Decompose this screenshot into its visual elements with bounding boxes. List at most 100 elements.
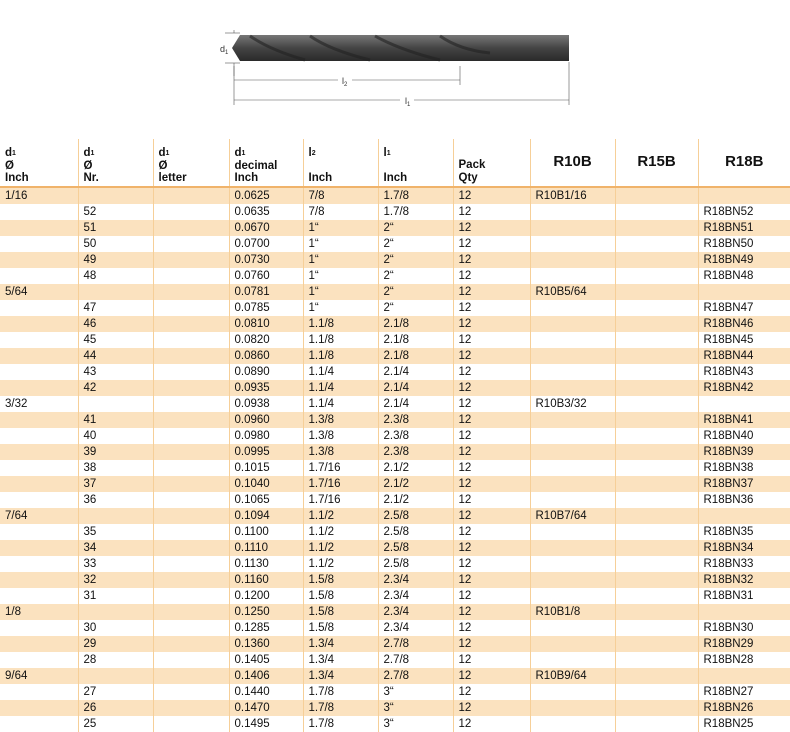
table-cell (529, 684, 615, 700)
table-cell: 1.1/2 (302, 540, 378, 556)
table-cell: 12 (452, 284, 530, 300)
table-row: 7/64 0.1094 1.1/2 2.5/8 12 R10B7/64 (0, 508, 790, 524)
table-cell (152, 204, 229, 220)
table-cell: 28 (77, 652, 153, 668)
table-cell (152, 428, 229, 444)
table-cell: 32 (77, 572, 153, 588)
table-cell: 1.3/8 (302, 428, 378, 444)
table-cell: 12 (452, 588, 530, 604)
table-cell: 0.1200 (228, 588, 303, 604)
column-header: R15B (614, 139, 698, 188)
table-cell: 1.3/4 (302, 652, 378, 668)
table-cell (529, 268, 615, 284)
table-cell (529, 300, 615, 316)
table-cell: 0.1495 (228, 716, 303, 732)
table-cell (614, 556, 698, 572)
table-cell (77, 508, 153, 524)
table-cell (0, 316, 78, 332)
table-cell (697, 508, 790, 524)
table-cell: 5/64 (5, 286, 28, 298)
column-header: R18B (697, 139, 790, 188)
table-cell: R18BN29 (697, 636, 790, 652)
table-cell (614, 524, 698, 540)
header-main: l (383, 147, 387, 159)
drill-diagram: d1 l2 l1 (220, 30, 570, 108)
table-cell: R18BN36 (697, 492, 790, 508)
table-cell: 52 (77, 204, 153, 220)
table-cell (529, 700, 615, 716)
table-cell: 37 (77, 476, 153, 492)
table-cell: R10B9/64 (529, 668, 615, 684)
column-header: l2 Inch (302, 139, 378, 188)
table-row: 1/16 0.0625 7/8 1.7/8 12 R10B1/16 (0, 187, 790, 204)
table-cell: 29 (77, 636, 153, 652)
header-main: l (308, 147, 312, 159)
table-cell: 2.1/8 (377, 348, 453, 364)
table-cell: 2.1/2 (377, 492, 453, 508)
table-row: 31 0.1200 1.5/8 2.3/4 12 R18BN31 (0, 588, 790, 604)
table-cell: 0.0995 (228, 444, 303, 460)
table-cell: 2.3/4 (377, 588, 453, 604)
table-cell: 2.3/4 (377, 604, 453, 620)
table-cell (0, 220, 78, 236)
table-cell: 1.1/8 (302, 348, 378, 364)
table-cell: 2.3/4 (377, 572, 453, 588)
table-cell: 34 (77, 540, 153, 556)
table-cell (529, 444, 615, 460)
table-cell: R18BN37 (697, 476, 790, 492)
table-row: 41 0.0960 1.3/8 2.3/8 12 R18BN41 (0, 412, 790, 428)
table-cell: 2“ (377, 220, 453, 236)
table-cell (0, 524, 78, 540)
table-cell: 1.1/2 (302, 524, 378, 540)
table-cell (697, 187, 790, 204)
table-cell (697, 604, 790, 620)
table-cell: R18BN26 (697, 700, 790, 716)
table-cell (614, 572, 698, 588)
table-cell (152, 636, 229, 652)
table-cell: 46 (77, 316, 153, 332)
header-sub: 2 (311, 150, 316, 157)
table-row: 9/64 0.1406 1.3/4 2.7/8 12 R10B9/64 (0, 668, 790, 684)
table-cell: 2.5/8 (377, 508, 453, 524)
table-cell: R18BN40 (697, 428, 790, 444)
table-cell (529, 652, 615, 668)
table-cell: R18BN46 (697, 316, 790, 332)
table-cell (152, 348, 229, 364)
table-row: 52 0.0635 7/8 1.7/8 12 R18BN52 (0, 204, 790, 220)
table-row: 26 0.1470 1.7/8 3“ 12 R18BN26 (0, 700, 790, 716)
table-cell: R18BN48 (697, 268, 790, 284)
table-cell: R18BN43 (697, 364, 790, 380)
table-cell (529, 364, 615, 380)
table-cell (152, 268, 229, 284)
header-line3: Nr. (83, 172, 99, 184)
table-cell: 48 (77, 268, 153, 284)
table-cell (152, 444, 229, 460)
table-cell: 12 (452, 668, 530, 684)
table-cell: 12 (452, 524, 530, 540)
header-line3: Inch (234, 172, 259, 184)
table-cell (77, 284, 153, 300)
table-cell: 12 (452, 316, 530, 332)
table-cell: 50 (77, 236, 153, 252)
table-cell (0, 236, 78, 252)
column-header: Pack Qty (452, 139, 530, 188)
table-row: 27 0.1440 1.7/8 3“ 12 R18BN27 (0, 684, 790, 700)
table-cell: 0.0781 (228, 284, 303, 300)
table-cell: 1.5/8 (302, 604, 378, 620)
table-cell (0, 460, 78, 476)
table-cell: 2.3/8 (377, 444, 453, 460)
header-sub: 1 (165, 150, 170, 157)
table-cell: 12 (452, 476, 530, 492)
table-cell (614, 252, 698, 268)
table-cell: 25 (77, 716, 153, 732)
table-cell: R18BN28 (697, 652, 790, 668)
table-cell: 12 (452, 492, 530, 508)
table-cell: 2.1/2 (377, 476, 453, 492)
header-sub: 1 (386, 150, 391, 157)
table-row: 39 0.0995 1.3/8 2.3/8 12 R18BN39 (0, 444, 790, 460)
table-cell: 1“ (302, 220, 378, 236)
table-cell: 47 (77, 300, 153, 316)
table-cell (152, 572, 229, 588)
table-cell (0, 332, 78, 348)
table-row: 29 0.1360 1.3/4 2.7/8 12 R18BN29 (0, 636, 790, 652)
